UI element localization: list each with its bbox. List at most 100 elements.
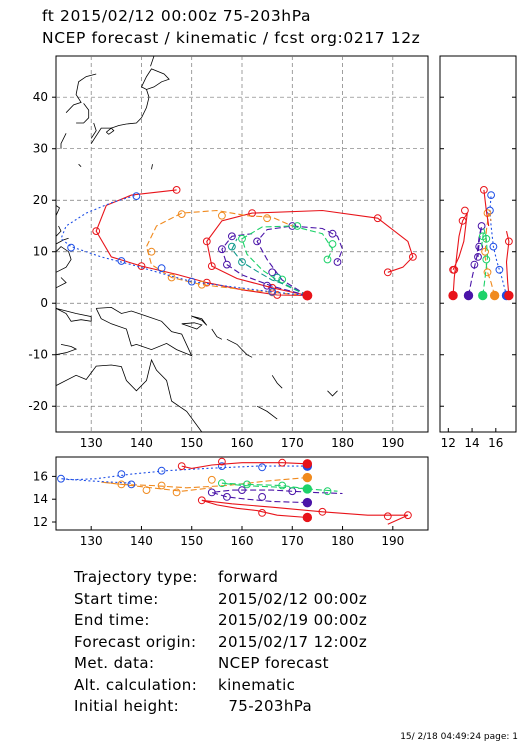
map-marker-green xyxy=(323,255,332,264)
lon-height-y-tick-label: 16 xyxy=(33,469,48,483)
lat-height-series-line-red xyxy=(505,230,510,296)
lon-height-x-tick-label: 170 xyxy=(281,534,304,548)
map-marker-blue xyxy=(157,264,166,273)
lon-height-marker-red xyxy=(278,458,287,467)
map-marker-red xyxy=(373,214,382,223)
map-y-tick-label: -20 xyxy=(28,399,48,413)
lat-height-marker-blue xyxy=(487,191,496,200)
lon-height-marker-red xyxy=(383,512,392,521)
lat-height-marker-green xyxy=(482,255,491,264)
info-label: Start time: xyxy=(74,589,159,608)
map-series-line-purple xyxy=(256,225,344,296)
coastline xyxy=(211,328,223,340)
map-marker-purple xyxy=(228,232,236,241)
map-marker-green xyxy=(328,240,337,248)
coastline xyxy=(151,164,153,170)
lon-height-marker-green xyxy=(243,480,251,489)
coastline xyxy=(55,246,72,273)
info-label: End time: xyxy=(74,611,150,629)
info-label: Trajectory type: xyxy=(74,568,198,586)
coastline xyxy=(55,205,60,216)
map-marker-red xyxy=(383,268,392,277)
lon-height-series-line-green xyxy=(221,482,338,492)
lat-height-marker-red xyxy=(505,237,513,246)
map-marker-blue xyxy=(132,192,141,201)
lat-height-x-tick-label: 16 xyxy=(488,436,503,450)
map-marker-blue xyxy=(268,288,277,296)
map-marker-purple xyxy=(328,229,337,238)
lat-height-marker-green xyxy=(478,232,487,241)
coastline xyxy=(60,133,67,149)
coastline xyxy=(106,127,115,135)
coastline xyxy=(90,89,150,144)
map-series-line-purple xyxy=(221,233,308,297)
map-y-tick-label: 20 xyxy=(33,193,48,207)
lat-height-marker-orange xyxy=(483,268,492,277)
info-value: 75-203hPa xyxy=(218,697,313,715)
map-x-tick-label: 140 xyxy=(130,436,153,450)
map-series-line-red xyxy=(95,189,308,297)
map-marker-blue xyxy=(67,243,75,252)
lon-height-marker-blue xyxy=(258,463,267,472)
map-marker-blue xyxy=(117,257,126,265)
lat-height-series-line-red xyxy=(483,189,490,227)
map-marker-purple xyxy=(218,245,226,254)
lon-height-marker-blue xyxy=(157,466,166,475)
info-label: Met. data: xyxy=(74,654,155,672)
map-marker-purple xyxy=(263,281,272,290)
coastline xyxy=(327,390,338,397)
lon-height-y-tick-label: 12 xyxy=(33,515,48,529)
lat-height-marker-purple xyxy=(474,253,482,261)
coastline xyxy=(55,237,69,245)
info-value: 2015/02/19 00:00z xyxy=(218,611,368,629)
map-marker-green xyxy=(293,222,302,230)
map-marker-orange xyxy=(177,210,186,219)
lat-height-series-line-blue xyxy=(489,195,508,296)
coastline xyxy=(55,344,78,356)
lon-height-marker-red xyxy=(258,509,267,517)
map-marker-red xyxy=(92,227,101,236)
lon-height-marker-blue xyxy=(57,474,65,483)
map-x-tick-label: 180 xyxy=(331,436,354,450)
lon-height-series-line-purple xyxy=(211,489,343,504)
map-marker-green xyxy=(238,234,246,243)
coastline xyxy=(150,55,155,67)
map-marker-red xyxy=(207,262,216,271)
coastline xyxy=(256,405,278,420)
map-marker-orange xyxy=(197,280,206,289)
map-marker-teal xyxy=(238,258,246,266)
lon-height-marker-purple xyxy=(238,486,246,495)
lon-height-series-line-orange xyxy=(101,476,308,492)
lon-height-marker-red xyxy=(197,496,206,505)
coastline xyxy=(65,73,97,113)
map-marker-orange xyxy=(263,214,272,223)
lon-height-marker-green xyxy=(218,479,226,488)
map-marker-orange xyxy=(218,211,226,220)
lon-height-marker-orange xyxy=(142,486,151,495)
map-marker-red xyxy=(172,186,181,194)
lat-height-marker-red xyxy=(461,206,469,215)
coastline xyxy=(226,338,253,358)
lon-height-start-point xyxy=(302,512,313,523)
lon-height-x-tick-label: 130 xyxy=(80,534,103,548)
lat-height-series-line-red xyxy=(452,212,468,296)
map-y-tick-label: 30 xyxy=(33,142,48,156)
lon-height-marker-blue xyxy=(218,462,226,471)
lon-height-start-point xyxy=(302,472,313,483)
lon-height-x-tick-label: 150 xyxy=(180,534,203,548)
lon-height-marker-green xyxy=(278,481,287,490)
lat-height-marker-purple xyxy=(475,242,484,251)
lat-height-start-point xyxy=(504,290,514,301)
lon-height-marker-red xyxy=(404,511,412,520)
map-x-tick-label: 150 xyxy=(180,436,203,450)
lat-height-start-point xyxy=(489,290,500,301)
info-label: Initial height: xyxy=(74,697,180,715)
lon-height-series-line-red xyxy=(181,462,308,469)
map-series-line-green xyxy=(241,225,334,296)
lat-height-marker-purple xyxy=(477,222,486,230)
map-y-tick-label: 40 xyxy=(33,90,48,104)
lon-height-marker-purple xyxy=(258,493,267,501)
lon-height-marker-orange xyxy=(157,481,166,490)
lat-height-marker-orange xyxy=(481,247,490,256)
